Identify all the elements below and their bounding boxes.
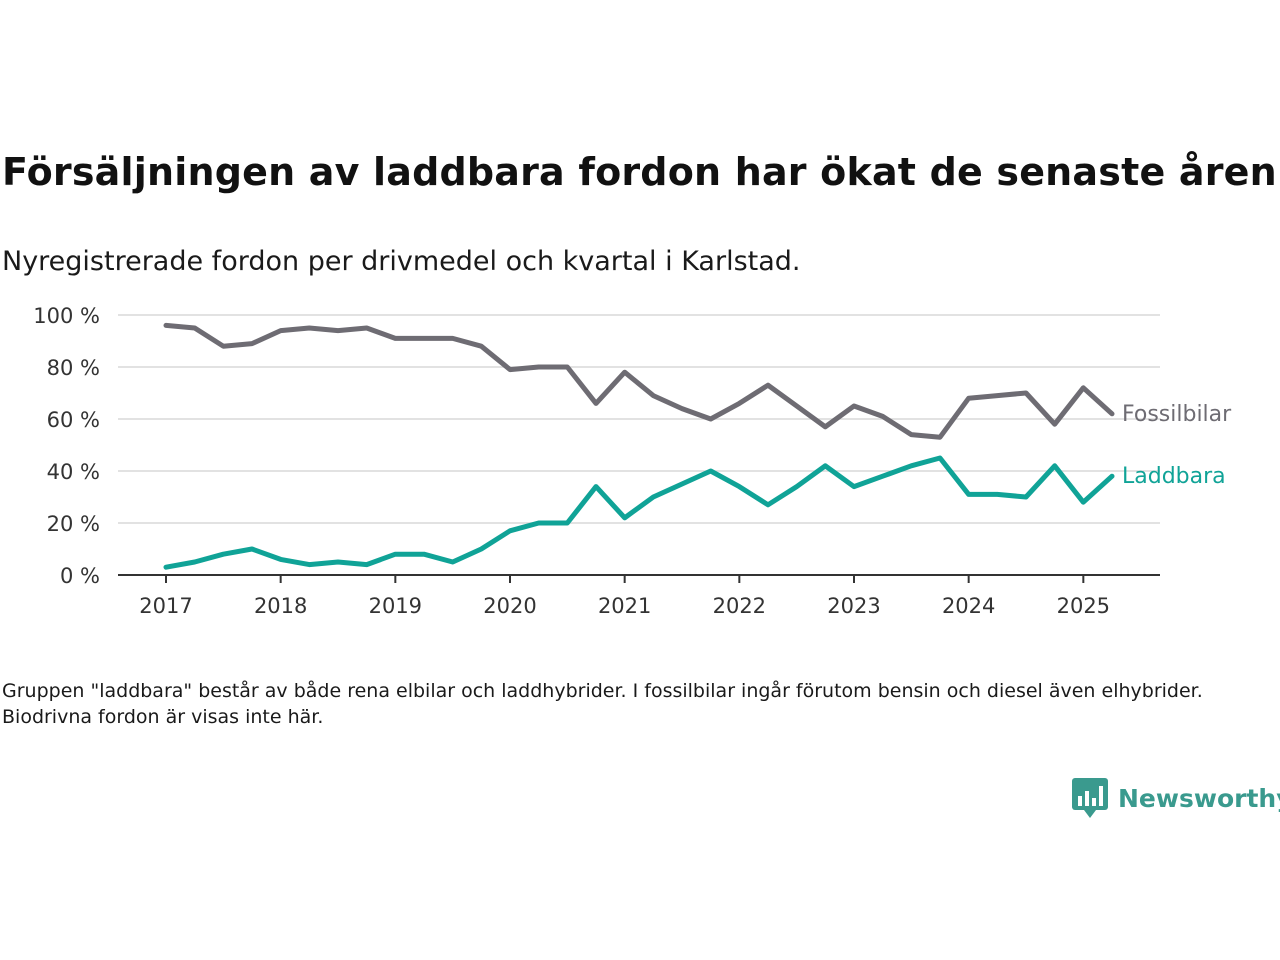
x-tick-label: 2019: [369, 594, 422, 618]
series-line-laddbara: [163, 455, 1115, 570]
series-label-laddbara: Laddbara: [1122, 464, 1226, 489]
y-tick-label: 100 %: [33, 304, 100, 328]
x-tick-label: 2025: [1057, 594, 1110, 618]
y-tick-label: 20 %: [47, 512, 100, 536]
series-labels: Fossilbilar Laddbara: [1122, 402, 1232, 489]
y-tick-label: 0 %: [60, 564, 100, 588]
chart-subtitle: Nyregistrerade fordon per drivmedel och …: [2, 246, 801, 277]
y-tick-label: 40 %: [47, 460, 100, 484]
y-tick-label: 80 %: [47, 356, 100, 380]
chart-title: Försäljningen av laddbara fordon har öka…: [2, 150, 1277, 194]
series-label-fossilbilar: Fossilbilar: [1122, 402, 1232, 427]
series-lines: [163, 322, 1115, 570]
brand-logo: Newsworthy: [1072, 776, 1280, 820]
y-tick-label: 60 %: [47, 408, 100, 432]
newsworthy-logo-icon: [1072, 778, 1108, 818]
x-tick-label: 2023: [827, 594, 880, 618]
x-tick-label: 2024: [942, 594, 995, 618]
x-tick-label: 2018: [254, 594, 307, 618]
gridlines: [118, 314, 1160, 524]
x-tick-label: 2020: [483, 594, 536, 618]
x-tick-label: 2017: [139, 594, 192, 618]
axes: 0 % 20 % 40 % 60 % 80 % 100 % 2017 2018 2019 2020…: [33, 304, 1160, 618]
series-line-fossilbilar: [163, 322, 1115, 440]
x-tick-label: 2022: [713, 594, 766, 618]
chart-footnote: Gruppen "laddbara" består av både rena e…: [2, 680, 1203, 728]
brand-name: Newsworthy: [1118, 783, 1280, 813]
x-tick-label: 2021: [598, 594, 651, 618]
